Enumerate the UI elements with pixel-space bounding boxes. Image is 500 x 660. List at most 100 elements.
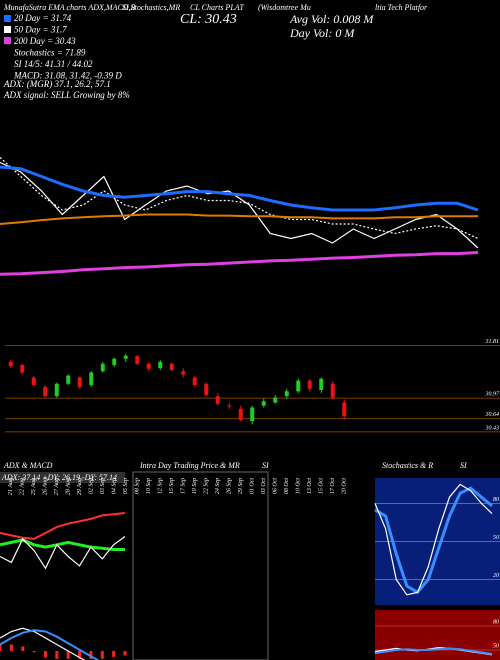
x-tick-label: 08 Oct <box>284 478 290 494</box>
histogram-bar <box>32 651 36 653</box>
x-tick-label: 15 Sep <box>169 478 175 494</box>
y-tick-label: 80 <box>493 619 499 625</box>
candle-body <box>169 363 174 370</box>
legend-swatch <box>4 26 11 33</box>
candle-body <box>112 358 117 365</box>
candle-body <box>181 371 186 375</box>
panel-title: SI <box>262 461 269 470</box>
header-text: ltia Tech Platfor <box>375 3 428 12</box>
histogram-bar <box>66 651 70 659</box>
adx-text: ADX: (MGR) 37.1, 26.2, 57.1 <box>3 79 111 89</box>
series-line <box>0 161 479 249</box>
x-tick-label: 19 Sep <box>192 478 198 494</box>
candle-body <box>227 405 232 407</box>
x-tick-label: 27 Aug <box>54 478 60 495</box>
candle-body <box>261 401 266 406</box>
histogram-bar <box>0 644 2 651</box>
series-line <box>374 486 493 595</box>
candle-body <box>284 391 289 397</box>
x-tick-label: 10 Oct <box>296 478 302 494</box>
x-tick-label: 03 Sep <box>100 478 106 494</box>
candle-body <box>43 386 48 397</box>
header-text: CL Charts PLAT <box>190 3 244 12</box>
candle-body <box>66 375 71 384</box>
panel-title: Intra Day Trading Price & MR <box>139 461 240 470</box>
candle-body <box>319 378 324 390</box>
x-tick-label: 21 Aug <box>8 478 14 495</box>
series-line <box>0 512 126 540</box>
stat-text: 20 Day = 31.74 <box>14 13 72 23</box>
histogram-bar <box>78 651 82 659</box>
x-tick-label: 17 Oct <box>330 478 336 494</box>
x-tick-label: 22 Sep <box>204 478 210 494</box>
y-tick-label: 31.81 <box>485 339 500 345</box>
candle-body <box>54 383 59 397</box>
histogram-bar <box>123 651 127 656</box>
x-tick-label: 06 Oct <box>273 478 279 494</box>
candle-body <box>123 355 128 359</box>
stat-text: Stochastics = 71.89 <box>14 48 86 58</box>
series-line <box>0 213 478 225</box>
histogram-bar <box>21 646 25 651</box>
y-tick-label: 50 <box>493 535 499 541</box>
histogram-bar <box>112 651 116 657</box>
stat-text: 50 Day = 31.7 <box>14 25 67 35</box>
y-tick-label: 30.64 <box>485 411 500 418</box>
x-tick-label: 26 Sep <box>227 478 233 494</box>
x-tick-label: 03 Oct <box>261 478 267 494</box>
x-tick-label: 17 Sep <box>181 478 187 494</box>
header-text: MunafaSutra EMA charts ADX,MACD,B <box>3 3 136 12</box>
candle-body <box>273 397 278 403</box>
header-text: (Wisdomtree Mu <box>258 3 311 12</box>
histogram-bar <box>9 644 13 651</box>
y-tick-label: 30.43 <box>485 424 500 431</box>
day-volume: Day Vol: 0 M <box>289 26 355 40</box>
x-tick-label: 25 Aug <box>31 478 37 495</box>
candle-body <box>77 377 82 387</box>
candle-body <box>238 408 243 420</box>
legend-swatch <box>4 37 11 44</box>
x-tick-label: 02 Sep <box>89 478 95 494</box>
candle-body <box>307 380 312 389</box>
candle-body <box>250 407 255 422</box>
candle-body <box>158 361 163 369</box>
y-tick-label: 80 <box>493 497 499 503</box>
y-tick-label: 50 <box>493 643 499 649</box>
x-tick-label: 20 Oct <box>342 478 348 494</box>
x-tick-label: 01 Oct <box>250 478 256 494</box>
x-tick-label: 28 Aug <box>66 478 72 495</box>
panel-title: Stochastics & R <box>382 461 433 470</box>
candle-body <box>89 372 94 385</box>
stat-text: 200 Day = 30.43 <box>14 36 76 46</box>
candle-body <box>296 380 301 392</box>
x-tick-label: 13 Oct <box>307 478 313 494</box>
series-line <box>0 251 479 276</box>
x-tick-label: 10 Sep <box>146 478 152 494</box>
stat-text: SI 14/5: 41.31 / 44.02 <box>14 59 93 69</box>
candle-body <box>342 402 347 417</box>
x-tick-label: 29 Aug <box>77 478 83 495</box>
panel-title: ADX & MACD <box>3 461 53 470</box>
series-line <box>374 483 493 596</box>
candle-body <box>8 361 13 367</box>
candle-body <box>215 396 220 404</box>
series-line <box>0 165 479 212</box>
y-tick-label: 20 <box>493 573 499 579</box>
candle-body <box>100 363 105 372</box>
candle-body <box>135 356 140 364</box>
close-label: CL: 30.43 <box>180 12 237 27</box>
legend-swatch <box>4 15 11 22</box>
candle-body <box>204 383 209 395</box>
x-tick-label: 05 Sep <box>123 478 129 494</box>
x-tick-label: 08 Sep <box>135 478 141 494</box>
panel-title: SI <box>460 461 467 470</box>
stat-text: MACD: 31.08, 31.42, -0.39 D <box>13 71 122 81</box>
candle-body <box>192 377 197 385</box>
adx-strip <box>0 472 125 483</box>
series-line <box>0 629 100 660</box>
x-tick-label: 26 Aug <box>43 478 49 495</box>
candle-body <box>146 363 151 369</box>
candle-body <box>31 377 36 385</box>
x-tick-label: 29 Sep <box>238 478 244 494</box>
